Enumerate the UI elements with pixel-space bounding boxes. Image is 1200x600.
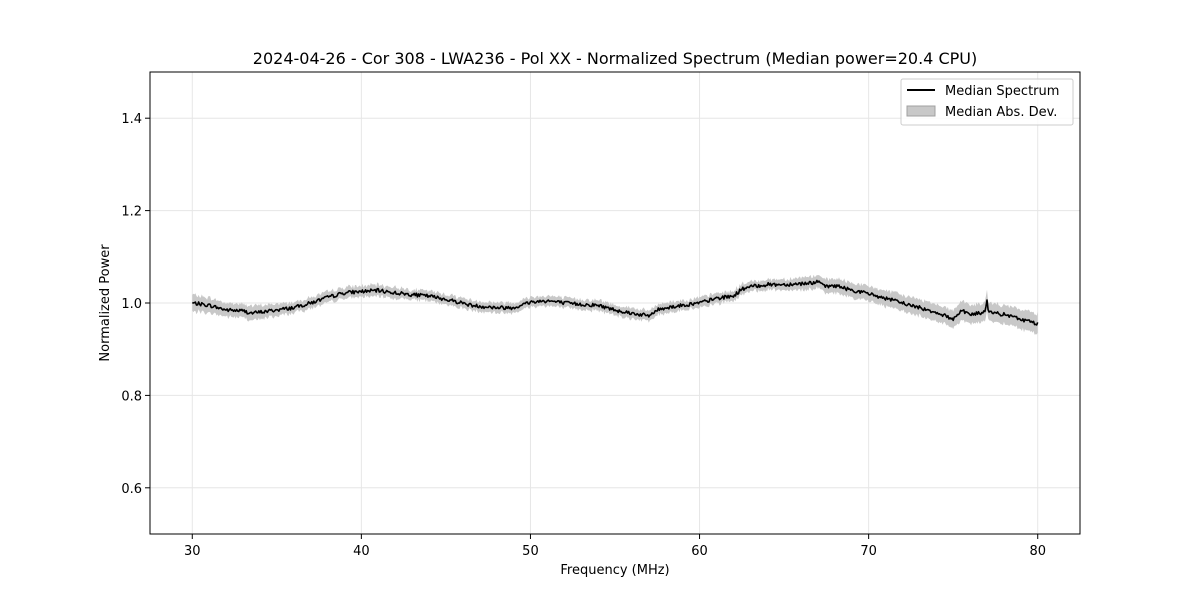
mad-band bbox=[192, 274, 1038, 335]
x-tick-label: 50 bbox=[522, 544, 539, 559]
x-axis-ticks: 30 40 50 60 70 80 bbox=[184, 534, 1046, 559]
y-tick-label: 0.6 bbox=[121, 482, 142, 497]
legend-band-swatch bbox=[906, 105, 936, 117]
x-tick-label: 40 bbox=[353, 544, 370, 559]
y-tick-label: 1.2 bbox=[121, 205, 142, 220]
legend-label-median-spectrum: Median Spectrum bbox=[945, 84, 1059, 99]
x-tick-label: 70 bbox=[860, 544, 877, 559]
y-tick-label: 0.8 bbox=[121, 389, 142, 404]
y-tick-label: 1.4 bbox=[121, 112, 142, 127]
chart-title: 2024-04-26 - Cor 308 - LWA236 - Pol XX -… bbox=[253, 49, 977, 68]
y-axis-label: Normalized Power bbox=[98, 244, 113, 362]
legend: Median Spectrum Median Abs. Dev. bbox=[900, 78, 1074, 126]
x-tick-label: 80 bbox=[1029, 544, 1046, 559]
x-tick-label: 60 bbox=[691, 544, 708, 559]
legend-box bbox=[900, 78, 1074, 126]
median-spectrum-line bbox=[192, 279, 1039, 326]
x-tick-label: 30 bbox=[184, 544, 201, 559]
y-axis-ticks: 0.6 0.8 1.0 1.2 1.4 bbox=[121, 112, 150, 497]
legend-label-mad: Median Abs. Dev. bbox=[945, 105, 1057, 120]
mad-band-layer bbox=[192, 274, 1038, 335]
median-line-layer bbox=[192, 279, 1039, 326]
x-axis-label: Frequency (MHz) bbox=[560, 563, 669, 578]
y-tick-label: 1.0 bbox=[121, 297, 142, 312]
